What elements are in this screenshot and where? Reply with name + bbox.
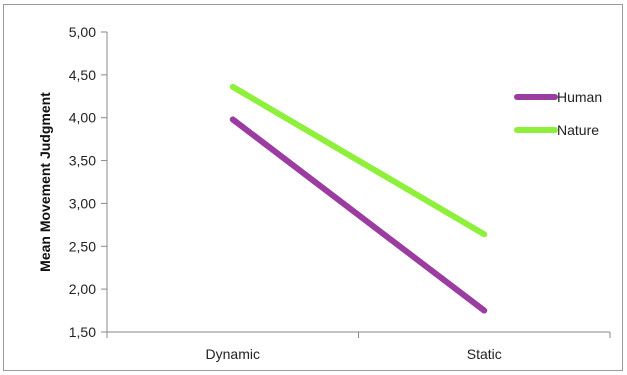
series-line-human <box>229 116 488 314</box>
x-axis-ticks: Dynamic Static <box>106 332 611 362</box>
y-tick-label: 2,50 <box>69 238 96 254</box>
legend-label-human: Human <box>557 89 602 105</box>
chart-frame <box>3 4 623 371</box>
series-line-nature <box>229 83 488 238</box>
y-tick-label: 2,00 <box>69 281 96 297</box>
x-tick-label: Static <box>467 346 502 362</box>
series-layer <box>229 83 488 314</box>
y-tick-label: 3,50 <box>69 153 96 169</box>
y-axis-ticks: 1,50 2,00 2,50 3,00 3,50 4,00 4,50 5,00 <box>69 24 107 340</box>
legend-label-nature: Nature <box>557 122 599 138</box>
legend: Human Nature <box>514 89 602 138</box>
y-tick-label: 4,50 <box>69 67 96 83</box>
y-tick-label: 1,50 <box>69 324 96 340</box>
x-tick-label: Dynamic <box>206 346 260 362</box>
y-tick-label: 5,00 <box>69 24 96 40</box>
y-tick-label: 3,00 <box>69 195 96 211</box>
y-axis-title: Mean Movement Judgment <box>37 92 53 272</box>
y-tick-label: 4,00 <box>69 110 96 126</box>
